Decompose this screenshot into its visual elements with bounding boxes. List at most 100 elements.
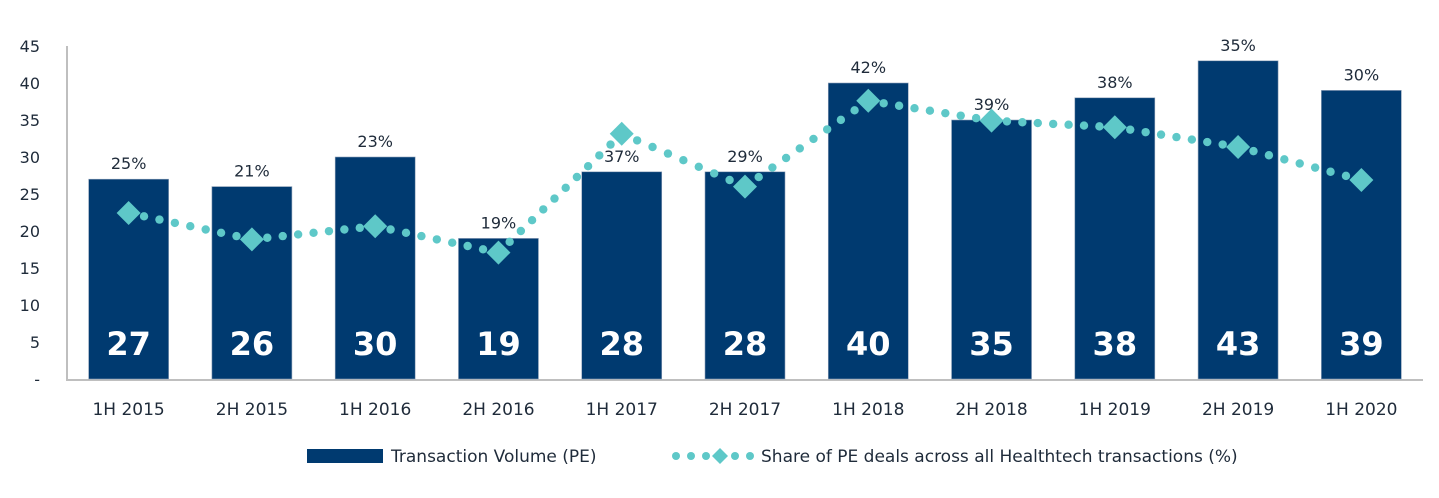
line-marker	[1349, 168, 1374, 192]
line-dot	[1218, 140, 1227, 149]
bar-value-label: 40	[846, 325, 891, 363]
line-dot	[155, 215, 164, 224]
line-dot	[516, 226, 526, 236]
y-tick-label: 25	[20, 185, 40, 204]
line-dot	[1280, 155, 1289, 164]
line-dot	[663, 149, 673, 158]
line-dot	[754, 172, 763, 182]
line-dot	[527, 216, 537, 225]
bar-value-label: 28	[599, 325, 644, 363]
line-dot	[401, 228, 411, 237]
bar	[581, 171, 663, 380]
line-dot	[679, 156, 688, 165]
line-dot	[324, 226, 334, 236]
line-dot	[432, 235, 442, 244]
line-dot	[768, 163, 777, 172]
line-dot	[278, 231, 287, 241]
y-tick-label: 35	[20, 111, 40, 130]
line-dot	[139, 212, 149, 221]
bar-value-label: 39	[1339, 325, 1384, 363]
line-dot	[925, 106, 935, 115]
line-dot	[293, 230, 303, 239]
legend-label-bar: Transaction Volume (PE)	[390, 447, 597, 467]
line-dot	[386, 225, 395, 234]
line-marker	[239, 227, 264, 252]
bars: 27 26 30 19 28 28 40 35 38 43 39	[88, 60, 1402, 380]
share-percent-label: 35%	[1220, 36, 1256, 55]
line-dot	[1295, 159, 1304, 168]
line-dot	[910, 104, 919, 113]
line-marker	[363, 214, 388, 239]
y-tick-label: 20	[20, 222, 40, 241]
line-dot	[355, 223, 364, 233]
line-dot	[1002, 117, 1012, 126]
bar-value-label: 38	[1093, 325, 1138, 363]
line-dot	[894, 101, 904, 110]
legend-dot	[731, 452, 739, 460]
line-marker	[609, 121, 634, 146]
line-dot	[956, 111, 965, 120]
line-dot	[1326, 167, 1335, 176]
line-dot	[971, 113, 981, 123]
bar	[1197, 60, 1279, 380]
line-dot	[809, 134, 818, 144]
line-dot	[648, 142, 657, 152]
line-dot	[1172, 132, 1181, 142]
legend-swatch-line	[672, 448, 754, 464]
line-dot	[417, 231, 426, 241]
line-dot	[263, 233, 272, 242]
share-percent-label: 19%	[481, 213, 517, 232]
legend-dot	[702, 452, 710, 460]
bar	[211, 186, 293, 380]
x-tick-label: 2H 2015	[216, 400, 288, 420]
y-tick-label: 10	[20, 296, 40, 315]
bar-value-label: 43	[1216, 325, 1261, 363]
line-dot	[694, 162, 703, 171]
line-dot	[1033, 118, 1042, 128]
line-dot	[1018, 118, 1027, 127]
line-marker	[856, 88, 881, 113]
line-dot	[340, 225, 349, 234]
line-dot	[550, 194, 559, 203]
line-dot	[1048, 119, 1058, 129]
share-percent-label: 42%	[850, 58, 886, 77]
bar-value-label: 35	[969, 325, 1014, 363]
line-dot	[170, 218, 180, 228]
share-percent-label: 23%	[357, 132, 393, 151]
line-dot	[725, 175, 734, 185]
line-dot	[1341, 171, 1351, 181]
line-dot	[539, 205, 548, 214]
line-dot	[583, 162, 593, 171]
bar	[951, 119, 1032, 380]
legend-diamond	[712, 448, 728, 464]
line-marker	[116, 201, 141, 225]
y-axis-tick-labels: - 5 10 15 20 25 30 35 40 45	[20, 37, 40, 389]
line-dot	[572, 172, 582, 182]
line-dot	[448, 238, 457, 247]
x-tick-label: 1H 2016	[339, 400, 411, 420]
x-axis-tick-labels: 1H 2015 2H 2015 1H 2016 2H 2016 1H 2017 2H 20…	[92, 400, 1397, 420]
line-marker	[1102, 115, 1127, 140]
line-dot	[709, 169, 719, 178]
bar-value-label: 28	[723, 325, 768, 363]
y-tick-label: 15	[20, 259, 40, 278]
line-dot	[1156, 130, 1166, 139]
share-percent-label: 21%	[234, 162, 270, 181]
bar-value-label: 19	[476, 325, 521, 363]
x-tick-label: 2H 2017	[709, 400, 781, 420]
share-percent-label: 25%	[111, 154, 147, 173]
line-dot	[478, 245, 488, 254]
share-percent-label: 39%	[974, 95, 1010, 114]
line-dot	[1187, 135, 1197, 144]
bar-value-label: 30	[353, 325, 398, 363]
legend-dot	[672, 452, 680, 460]
x-tick-label: 1H 2018	[832, 400, 904, 420]
legend-swatch-bar	[307, 449, 383, 463]
line-dot	[1141, 127, 1150, 137]
line-dot	[850, 106, 859, 115]
line-dot	[201, 225, 210, 234]
line-dot	[216, 228, 226, 237]
line-dot	[941, 108, 950, 118]
y-tick-label: 40	[20, 74, 40, 93]
